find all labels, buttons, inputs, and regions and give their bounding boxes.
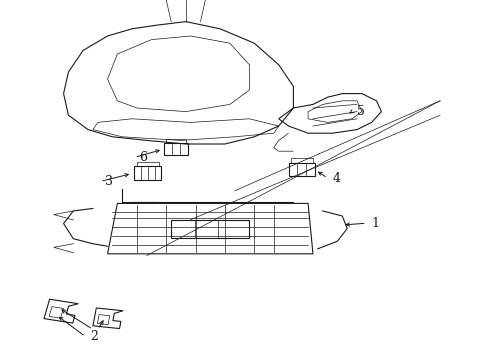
Bar: [163, 143, 188, 155]
Text: 1: 1: [371, 217, 379, 230]
Bar: [171, 220, 249, 238]
Bar: [134, 166, 161, 180]
Text: 4: 4: [332, 172, 340, 185]
Bar: [288, 163, 315, 176]
Text: 5: 5: [356, 105, 364, 118]
Text: 2: 2: [90, 330, 98, 343]
Bar: [137, 162, 158, 166]
Bar: [290, 158, 312, 163]
Text: 6: 6: [139, 151, 147, 164]
Bar: [166, 139, 185, 143]
Text: 3: 3: [105, 175, 113, 188]
